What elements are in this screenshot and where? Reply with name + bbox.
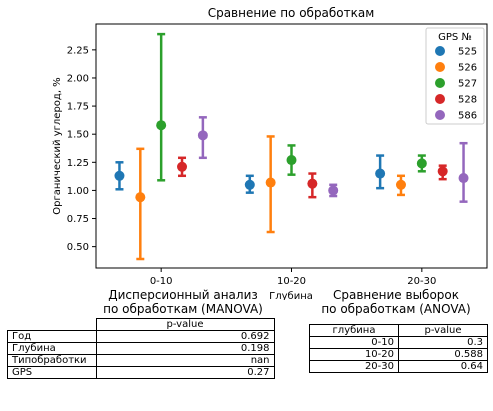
y-tick-label: 1.25: [67, 158, 89, 169]
manova-row-value: nan: [95, 354, 275, 367]
anova-title-line1: Сравнение выборок: [333, 288, 459, 302]
manova-row-value: 0.692: [95, 330, 275, 343]
data-point: [307, 178, 318, 189]
manova-row-label: Год: [7, 330, 97, 343]
manova-row: GPS 0.27: [7, 366, 275, 379]
manova-title: Дисперсионный анализ по обработкам (MANO…: [92, 288, 274, 316]
data-point: [197, 130, 208, 141]
anova-header-row: глубина p-value: [309, 324, 488, 337]
manova-table: p-value Год 0.692 Глубина 0.198 Типобработки…: [7, 318, 275, 379]
data-point: [286, 155, 297, 166]
manova-corner: [8, 319, 97, 331]
legend-label: 527: [458, 79, 477, 90]
anova-row-value: 0.3: [398, 336, 488, 349]
anova-row-value: 0.64: [398, 360, 488, 373]
data-point: [437, 166, 448, 177]
data-point: [375, 168, 386, 179]
legend-title: GPS №: [438, 32, 472, 43]
chart-marks: [114, 32, 469, 261]
y-tick-label: 2.25: [67, 45, 89, 56]
manova-row-label: Глубина: [7, 342, 97, 355]
anova-row: 20-30 0.64: [309, 360, 488, 373]
legend-label: 586: [458, 111, 477, 122]
manova-row: Типобработки nan: [7, 354, 275, 367]
y-tick-label: 0.75: [67, 214, 89, 225]
x-tick-label: 0-10: [150, 276, 173, 287]
anova-table: глубина p-value 0-10 0.3 10-20 0.588 20-30 0.…: [309, 324, 488, 373]
y-axis: 0.50 0.75 1.00 1.25 1.50 1.75 2.00 2.25: [67, 45, 96, 253]
y-tick-label: 0.50: [67, 242, 89, 253]
data-point: [114, 170, 125, 181]
manova-body: Год 0.692 Глубина 0.198 Типобработки nan GPS 0.…: [7, 330, 275, 379]
manova-title-line2: по обработкам (MANOVA): [103, 302, 263, 316]
anova-header-pvalue: p-value: [398, 324, 488, 337]
legend-marker: [435, 62, 445, 72]
manova-row: Глубина 0.198: [7, 342, 275, 355]
data-point: [265, 177, 276, 188]
data-point: [458, 173, 469, 184]
data-point: [244, 179, 255, 190]
anova-header-depth: глубина: [309, 324, 399, 337]
legend-marker: [435, 78, 445, 88]
legend-label: 526: [458, 63, 477, 74]
manova-title-line1: Дисперсионный анализ: [108, 288, 258, 302]
y-tick-label: 2.00: [67, 73, 89, 84]
legend-label: 528: [458, 95, 477, 106]
anova-title: Сравнение выборок по обработкам (ANOVA): [306, 288, 486, 316]
anova-title-line2: по обработкам (ANOVA): [321, 302, 471, 316]
legend-marker: [435, 110, 445, 120]
anova-body: 0-10 0.3 10-20 0.588 20-30 0.64: [309, 336, 488, 373]
y-axis-label: Органический углерод, %: [52, 77, 63, 214]
data-point: [328, 185, 339, 196]
data-point: [395, 179, 406, 190]
legend-items: 525 526 527 528 586: [435, 46, 477, 122]
manova-row-label: Типобработки: [7, 354, 97, 367]
anova-row: 10-20 0.588: [309, 348, 488, 361]
data-point: [416, 158, 427, 169]
series-586: [197, 116, 469, 203]
chart-title: Сравнение по обработкам: [208, 6, 375, 20]
y-tick-label: 1.75: [67, 102, 89, 113]
series-525: [114, 154, 386, 194]
manova-row-value: 0.27: [95, 366, 275, 379]
legend-marker: [435, 46, 445, 56]
data-point: [135, 192, 146, 203]
manova-row: Год 0.692: [7, 330, 275, 343]
anova-row: 0-10 0.3: [309, 336, 488, 349]
x-axis-label: Глубина: [269, 291, 313, 300]
anova-row-value: 0.588: [398, 348, 488, 361]
anova-row-depth: 20-30: [309, 360, 399, 373]
x-axis: 0-10 10-20 20-30: [150, 268, 436, 287]
anova-row-depth: 0-10: [309, 336, 399, 349]
legend: GPS № 525 526 527 528 586: [425, 27, 485, 125]
pointplot-chart: Сравнение по обработкам 0.50 0.75 1.00 1.25…: [52, 6, 488, 300]
manova-row-label: GPS: [7, 366, 97, 379]
series-526: [135, 135, 406, 261]
manova-column-header: p-value: [95, 318, 275, 331]
legend-label: 525: [458, 47, 477, 58]
legend-marker: [435, 94, 445, 104]
y-tick-label: 1.50: [67, 130, 89, 141]
series-527: [156, 32, 427, 182]
manova-row-value: 0.198: [95, 342, 275, 355]
anova-row-depth: 10-20: [309, 348, 399, 361]
x-tick-label: 20-30: [407, 276, 436, 287]
series-528: [177, 156, 448, 199]
manova-header-row: p-value: [8, 318, 275, 331]
data-point: [177, 161, 188, 172]
x-tick-label: 10-20: [277, 276, 306, 287]
data-point: [156, 120, 167, 131]
y-tick-label: 1.00: [67, 186, 89, 197]
